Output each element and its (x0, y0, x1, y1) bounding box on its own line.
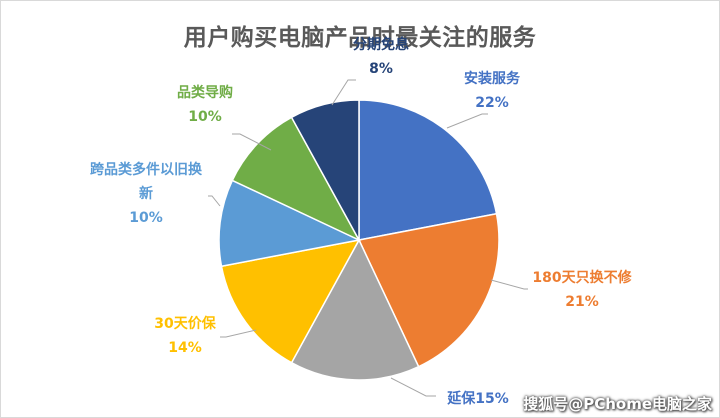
pie-slice (290, 99, 360, 241)
slice-label: 10% (188, 109, 222, 125)
slice-label: 新 (139, 185, 153, 202)
pie-slice (218, 179, 362, 268)
slice-label: 8% (369, 61, 393, 77)
pie-slice (358, 99, 498, 241)
chart-title: 用户购买电脑产品时最关注的服务 (183, 25, 537, 51)
slice-label: 跨品类多件以旧换 (90, 161, 203, 178)
slice-label: 30天价保 (154, 315, 216, 332)
slice-label: 180天只换不修 (532, 269, 632, 286)
leader-line (208, 195, 221, 207)
leader-line (446, 113, 488, 129)
watermark: 搜狐号@PChome电脑之家 (523, 395, 712, 413)
leader-line (390, 377, 436, 397)
pie-slice (220, 238, 361, 364)
slice-label: 14% (168, 340, 202, 356)
leader-line (220, 329, 257, 338)
slice-label: 安装服务 (464, 70, 521, 87)
pie-slice (290, 238, 420, 381)
leader-line (490, 279, 528, 290)
pie-slice (357, 212, 500, 368)
slice-label: 22% (475, 95, 509, 111)
leader-line (331, 79, 356, 106)
slice-label: 延保15% (446, 390, 509, 407)
slice-label: 品类导购 (177, 84, 233, 101)
pie-slice (231, 116, 361, 242)
leader-line (232, 133, 272, 151)
slice-label: 分期免息 (353, 36, 409, 53)
slice-label: 21% (565, 294, 599, 310)
slice-label: 10% (129, 210, 163, 226)
